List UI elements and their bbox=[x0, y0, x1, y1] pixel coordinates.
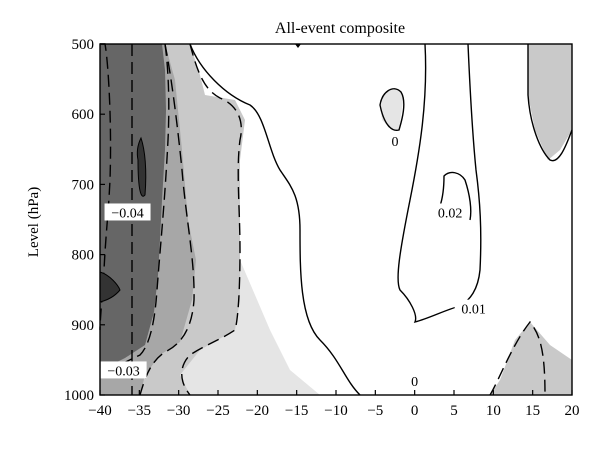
y-tick-label: 1000 bbox=[64, 388, 94, 404]
contour-labels: −0.04 −0.03 0 0.02 0.01 0 bbox=[100, 131, 493, 390]
contour-label-background bbox=[388, 131, 402, 149]
x-tick-label: 15 bbox=[525, 403, 540, 419]
contour-label: 0.01 bbox=[461, 303, 486, 318]
contour-label-background bbox=[454, 299, 493, 317]
x-tick-label: 0 bbox=[411, 403, 419, 419]
fill-region-right-bottom-gray bbox=[490, 322, 572, 395]
x-tick-label: −20 bbox=[246, 403, 269, 419]
plot-frame bbox=[99, 43, 573, 396]
contour-line-zero-island bbox=[379, 88, 405, 132]
contour-label: −0.04 bbox=[111, 206, 143, 221]
x-tick-label: −15 bbox=[285, 403, 308, 419]
contour-tick-top bbox=[295, 44, 301, 48]
y-tick-label: 600 bbox=[72, 107, 95, 123]
x-tick-label: −40 bbox=[88, 403, 111, 419]
y-tick-label: 700 bbox=[72, 177, 95, 193]
y-tick-label: 500 bbox=[72, 37, 95, 53]
contour-line-zero-right bbox=[527, 44, 573, 162]
fill-region-small-minus-0-01 bbox=[380, 88, 404, 130]
contour-label-background bbox=[407, 371, 422, 389]
dark-blob-upper bbox=[136, 136, 147, 197]
plot-area bbox=[99, 43, 573, 396]
x-tick-label: −5 bbox=[367, 403, 383, 419]
contour-label: −0.03 bbox=[107, 364, 139, 379]
contour-label: 0 bbox=[392, 135, 399, 150]
x-tick-label: −35 bbox=[128, 403, 151, 419]
x-tick-label: 10 bbox=[486, 403, 501, 419]
dark-blob-lower bbox=[99, 271, 121, 303]
contour-line-minus-0-01-right bbox=[489, 320, 546, 396]
x-tick-label: −30 bbox=[167, 403, 190, 419]
y-tick-label: 900 bbox=[72, 318, 95, 334]
y-tick-label: 800 bbox=[72, 248, 95, 264]
y-axis-ticks: 500 600 700 800 900 1000 bbox=[64, 37, 105, 404]
contour-line-0-02 bbox=[439, 171, 472, 221]
fill-region-right-top-gray bbox=[528, 44, 572, 160]
y-axis-label: Level (hPa) bbox=[26, 187, 42, 257]
contour-line-minus-0-03 bbox=[139, 43, 195, 396]
x-tick-label: −25 bbox=[206, 403, 229, 419]
x-tick-label: 5 bbox=[450, 403, 458, 419]
contour-line-minus-0-02 bbox=[99, 43, 170, 376]
chart-title: All-event composite bbox=[275, 20, 405, 37]
contour-label: 0 bbox=[411, 375, 418, 390]
contour-label-background bbox=[431, 203, 470, 221]
contour-line-minus-0-01 bbox=[181, 43, 242, 396]
contour-line-0-01 bbox=[397, 43, 482, 324]
contour-label-background bbox=[100, 361, 147, 379]
x-axis-ticks: −40 −35 −30 −25 −20 −15 −10 −5 0 5 10 15 20 bbox=[88, 390, 580, 419]
x-tick-label: 20 bbox=[565, 403, 580, 419]
x-tick-label: −10 bbox=[324, 403, 347, 419]
contour-label: 0.02 bbox=[438, 206, 463, 221]
contour-label-background bbox=[104, 203, 151, 221]
contour-line-zero bbox=[189, 43, 361, 396]
